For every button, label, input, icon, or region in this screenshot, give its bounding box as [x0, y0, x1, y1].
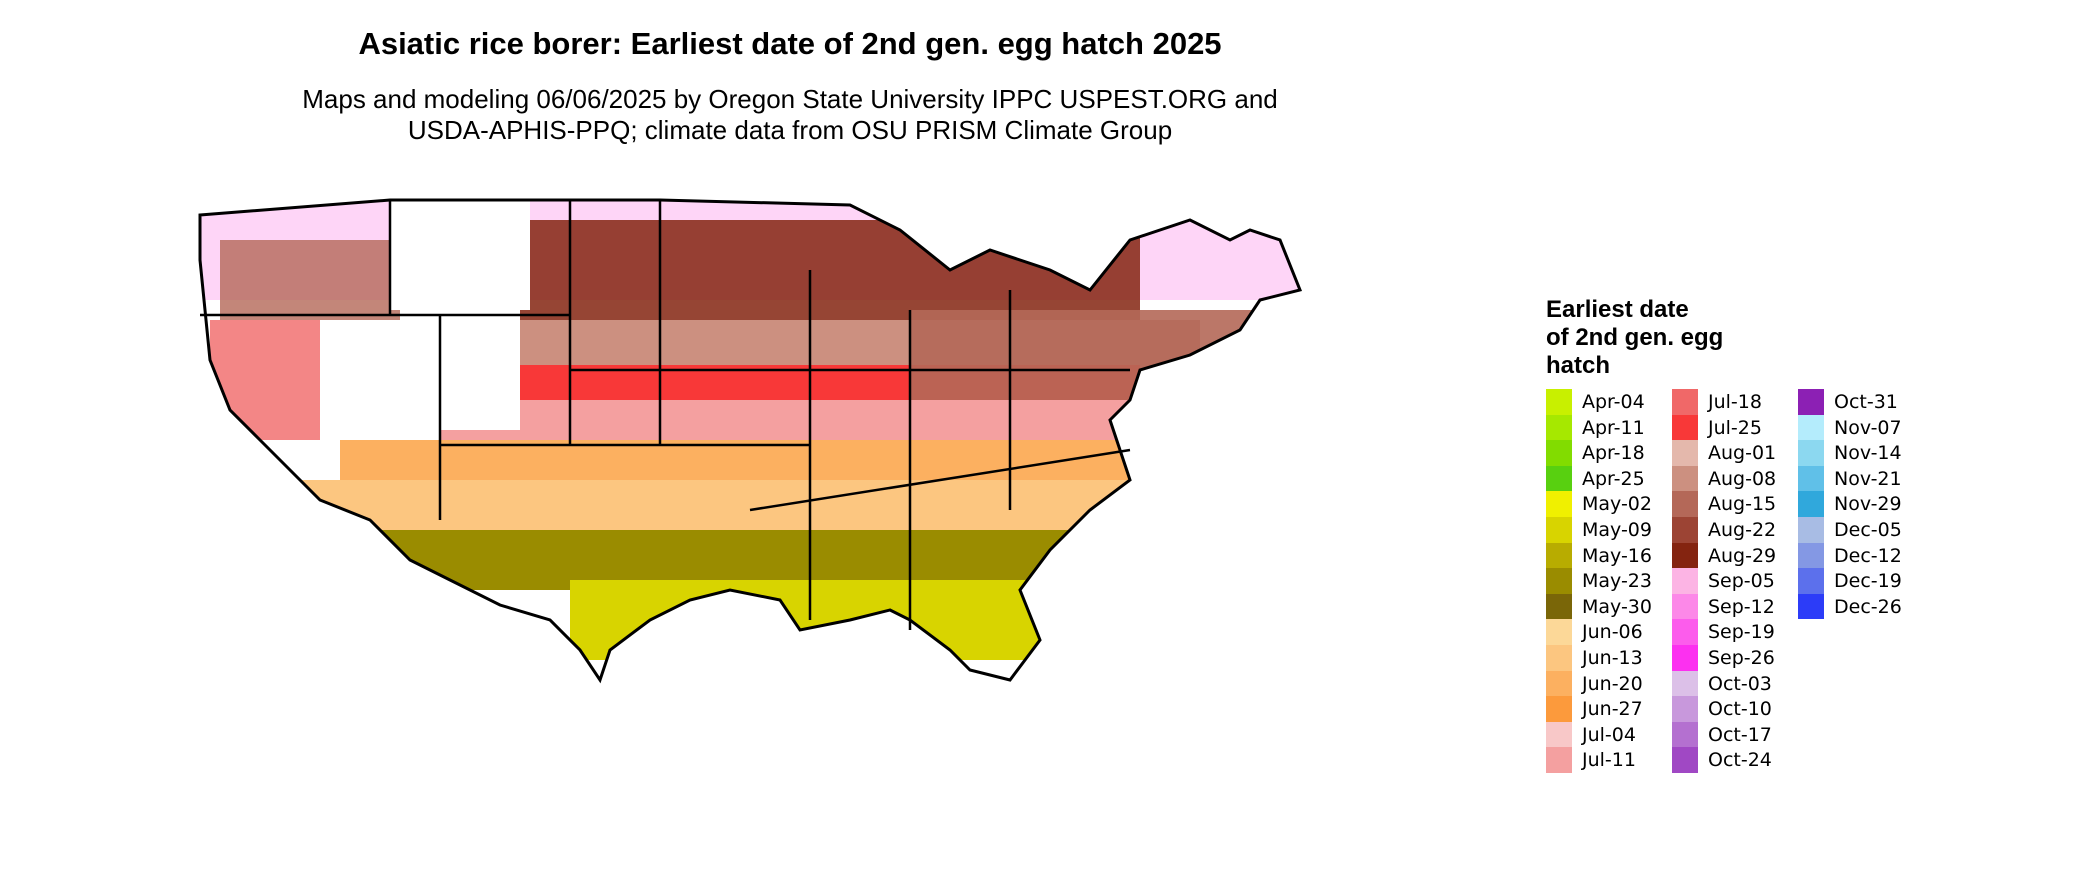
legend-title-line-1: Earliest date	[1546, 296, 1689, 323]
legend-label: Dec-19	[1834, 570, 1902, 593]
legend-swatch	[1672, 670, 1698, 697]
legend-label: Apr-18	[1582, 442, 1645, 465]
legend-label: Nov-07	[1834, 416, 1902, 439]
legend-swatch	[1672, 747, 1698, 773]
legend-swatch	[1672, 389, 1698, 415]
legend-label: Jul-11	[1582, 749, 1636, 772]
legend-swatch	[1798, 568, 1824, 594]
legend-title-line-2: of 2nd gen. egg	[1546, 324, 1724, 351]
legend-swatch	[1546, 696, 1572, 722]
legend-swatch	[1546, 389, 1572, 415]
legend-label: Aug-08	[1708, 467, 1777, 490]
map-subtitle: Maps and modeling 06/06/2025 by Oregon S…	[0, 84, 1580, 146]
legend-label: Dec-26	[1834, 595, 1902, 618]
legend-label: Aug-01	[1708, 442, 1777, 465]
legend-label: May-23	[1582, 570, 1652, 593]
legend-label: Jun-06	[1582, 621, 1643, 644]
legend-swatch	[1546, 542, 1572, 569]
legend-label: Jun-13	[1582, 646, 1643, 669]
legend-swatch	[1546, 440, 1572, 466]
legend-swatch	[1546, 670, 1572, 697]
legend-label: Aug-22	[1708, 518, 1777, 541]
legend-label: Jul-25	[1708, 416, 1762, 439]
legend-label: Dec-05	[1834, 518, 1902, 541]
legend-swatch	[1672, 465, 1698, 492]
legend-label: May-16	[1582, 544, 1652, 567]
legend-label: Nov-21	[1834, 467, 1902, 490]
legend-swatch	[1546, 619, 1572, 645]
legend-title: Earliest date of 2nd gen. egg hatch	[1546, 296, 1766, 380]
legend-swatch	[1672, 440, 1698, 466]
legend-label: Aug-15	[1708, 493, 1777, 516]
legend-label: Jun-20	[1582, 672, 1643, 695]
legend-label: Oct-24	[1708, 749, 1772, 772]
legend-swatch	[1546, 593, 1572, 620]
legend-label: May-02	[1582, 493, 1652, 516]
legend-label: Oct-17	[1708, 723, 1772, 746]
legend-swatch	[1546, 414, 1572, 441]
legend-swatch	[1798, 491, 1824, 517]
legend-label: Dec-12	[1834, 544, 1902, 567]
legend-label: Sep-05	[1708, 570, 1775, 593]
legend-label: Nov-14	[1834, 442, 1902, 465]
legend-swatch	[1546, 465, 1572, 492]
legend-label: Jun-27	[1582, 698, 1643, 721]
legend-label: Oct-10	[1708, 698, 1772, 721]
legend-swatch	[1672, 516, 1698, 543]
us-degree-day-map	[198, 198, 1303, 684]
legend-swatch	[1672, 491, 1698, 517]
legend-label: Apr-25	[1582, 467, 1645, 490]
legend-label: May-30	[1582, 595, 1652, 618]
legend-swatch	[1672, 542, 1698, 569]
legend-swatch	[1672, 414, 1698, 441]
legend-label: Sep-19	[1708, 621, 1775, 644]
legend-swatch	[1546, 491, 1572, 517]
legend-swatch	[1672, 721, 1698, 748]
legend-swatch	[1546, 644, 1572, 671]
legend-label: Jul-04	[1582, 723, 1636, 746]
legend-swatch	[1672, 593, 1698, 620]
legend-label: Oct-31	[1834, 391, 1898, 413]
legend-swatch	[1798, 414, 1824, 441]
map-title: Asiatic rice borer: Earliest date of 2nd…	[358, 26, 1222, 61]
subtitle-line-2: USDA-APHIS-PPQ; climate data from OSU PR…	[407, 115, 1173, 145]
legend-swatch	[1672, 644, 1698, 671]
legend-swatch	[1798, 593, 1824, 620]
legend-swatch	[1546, 747, 1572, 773]
legend-label: Apr-11	[1582, 416, 1645, 439]
legend-label: Nov-29	[1834, 493, 1902, 516]
legend-swatch	[1546, 721, 1572, 748]
legend-swatch	[1672, 696, 1698, 722]
legend-swatch	[1798, 516, 1824, 543]
us-outline	[198, 198, 1303, 684]
legend-label: Jul-18	[1708, 391, 1762, 413]
legend-title-line-3: hatch	[1546, 352, 1611, 379]
legend-label: Oct-03	[1708, 672, 1772, 695]
legend-label: Aug-29	[1708, 544, 1777, 567]
legend-swatch	[1798, 542, 1824, 569]
legend-label: Apr-04	[1582, 391, 1645, 413]
legend-swatch	[1672, 619, 1698, 645]
legend-swatch	[1798, 465, 1824, 492]
legend-label: Sep-12	[1708, 595, 1775, 618]
legend-swatch	[1672, 568, 1698, 594]
legend-label: Sep-26	[1708, 646, 1775, 669]
legend-swatch	[1546, 516, 1572, 543]
legend-swatch	[1798, 389, 1824, 415]
state-borders	[200, 200, 1131, 630]
legend-swatch	[1546, 568, 1572, 594]
legend-label: May-09	[1582, 518, 1652, 541]
legend-swatch	[1798, 440, 1824, 466]
subtitle-line-1: Maps and modeling 06/06/2025 by Oregon S…	[302, 84, 1278, 114]
